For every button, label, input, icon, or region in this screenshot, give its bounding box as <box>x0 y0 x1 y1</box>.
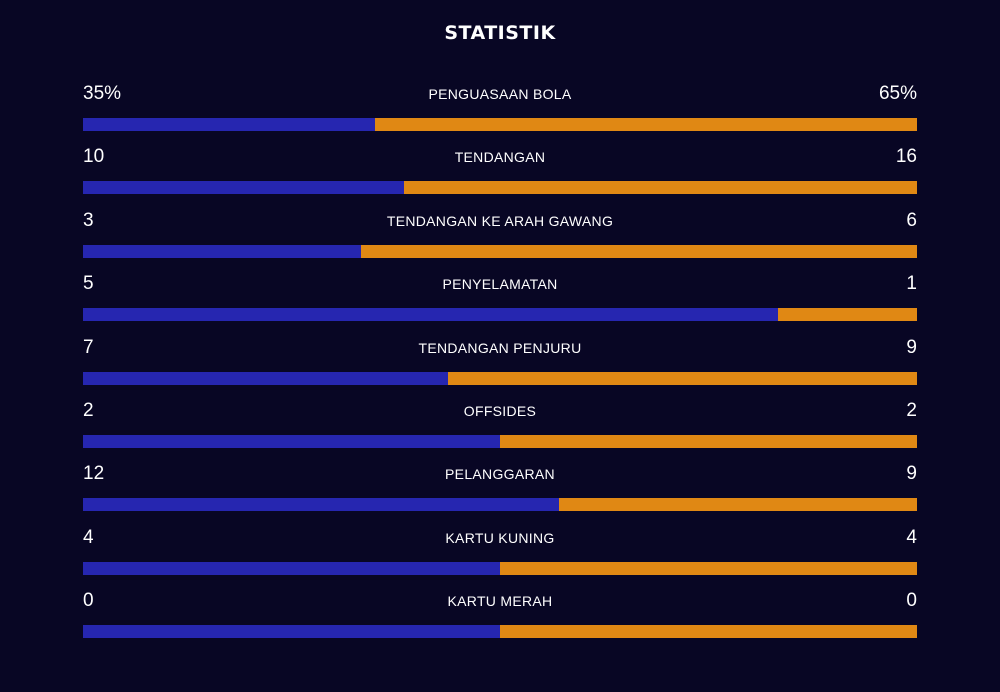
stat-label: PELANGGARAN <box>445 466 555 483</box>
stat-bar-left <box>83 625 500 639</box>
stat-bar <box>83 561 917 575</box>
stat-label: KARTU MERAH <box>447 593 553 610</box>
stat-row-fouls: 12 PELANGGARAN 9 <box>83 460 917 523</box>
stat-left-value: 0 <box>83 590 94 612</box>
stat-bar-left <box>83 118 375 131</box>
stat-left-value: 5 <box>83 273 94 295</box>
stat-label: PENGUASAAN BOLA <box>428 86 572 102</box>
stat-bar <box>83 498 917 512</box>
stat-bar-left <box>83 181 405 195</box>
stat-row-corners: 7 TENDANGAN PENJURU 9 <box>83 334 917 397</box>
stat-bar-right <box>447 371 917 385</box>
stat-row-yellow-cards: 4 KARTU KUNING 4 <box>83 524 917 587</box>
stat-row-red-cards: 0 KARTU MERAH 0 <box>83 587 917 650</box>
stat-right-value: 4 <box>906 526 917 548</box>
stats-title: STATISTIK <box>444 22 556 44</box>
stat-right-value: 6 <box>906 209 917 231</box>
stat-left-value: 12 <box>83 463 105 485</box>
stat-right-value: 2 <box>906 399 917 421</box>
stat-bar-right <box>404 181 917 195</box>
stat-bar <box>83 434 917 448</box>
stat-bar-right <box>500 625 917 639</box>
stat-bar-left <box>83 371 448 385</box>
stat-left-value: 4 <box>83 526 94 548</box>
stat-bar <box>83 308 917 322</box>
stat-left-value: 2 <box>83 399 94 421</box>
stat-right-value: 65% <box>878 83 917 104</box>
stat-bar-left <box>83 561 500 575</box>
stat-row-saves: 5 PENYELAMATAN 1 <box>83 270 917 333</box>
stat-right-value: 1 <box>906 273 917 295</box>
stat-row-possession: 35% PENGUASAAN BOLA 65% <box>83 80 917 143</box>
stat-left-value: 3 <box>83 209 94 231</box>
stat-bar-right <box>500 561 917 575</box>
stat-bar-right <box>360 244 917 258</box>
stat-label: KARTU KUNING <box>445 529 555 546</box>
stat-bar-right <box>500 434 917 448</box>
stat-row-offsides: 2 OFFSIDES 2 <box>83 397 917 460</box>
stat-label: TENDANGAN <box>454 149 546 166</box>
stat-right-value: 9 <box>906 336 917 358</box>
stat-bar-right <box>374 118 917 131</box>
stat-label: TENDANGAN PENJURU <box>418 339 582 356</box>
stat-left-value: 10 <box>83 146 105 168</box>
stat-label: PENYELAMATAN <box>442 276 558 293</box>
stat-label: TENDANGAN KE ARAH GAWANG <box>386 212 614 229</box>
stat-label: OFFSIDES <box>463 402 537 419</box>
stat-bar <box>83 118 917 131</box>
stat-right-value: 9 <box>906 463 917 485</box>
stat-bar-right <box>777 308 917 322</box>
stat-right-value: 16 <box>895 146 917 168</box>
stat-bar-left <box>83 434 500 448</box>
stat-row-shots-on-target: 3 TENDANGAN KE ARAH GAWANG 6 <box>83 207 917 270</box>
stat-left-value: 35% <box>83 83 122 104</box>
stat-right-value: 0 <box>906 590 917 612</box>
stat-bar-left <box>83 244 361 258</box>
stat-left-value: 7 <box>83 336 94 358</box>
stat-row-shots: 10 TENDANGAN 16 <box>83 143 917 206</box>
stat-bar <box>83 625 917 639</box>
stats-list: 35% PENGUASAAN BOLA 65% 10 TENDANGAN 16 … <box>83 80 917 651</box>
stat-bar-right <box>559 498 917 512</box>
stat-bar-left <box>83 498 560 512</box>
stat-bar <box>83 244 917 258</box>
stat-bar <box>83 371 917 385</box>
stat-bar-left <box>83 308 778 322</box>
stat-bar <box>83 181 917 195</box>
